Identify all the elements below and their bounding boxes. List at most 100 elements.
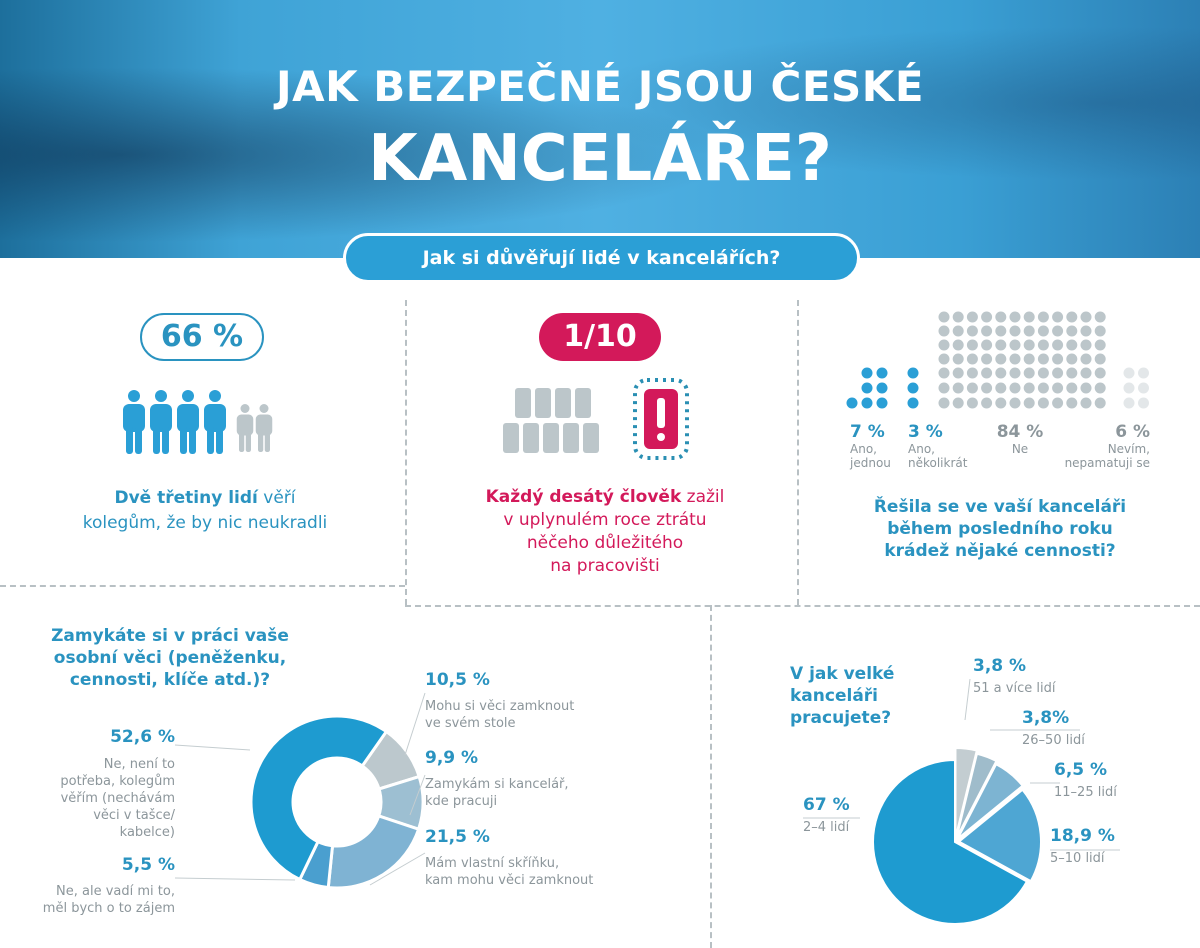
dot-mark [981,339,993,351]
leader-line [174,877,296,881]
donut-title: Zamykáte si v práci vaše osobní věci (pen… [30,625,310,691]
dot-mark [1052,353,1064,365]
dot-mark [1037,367,1049,379]
dot-cat-4: 6 % Nevím, nepamatuji se [1050,422,1150,470]
divider [710,605,712,948]
person-icon [204,390,226,454]
trust-text-line2: kolegům, že by nic neukradli [82,513,328,533]
dot-mark [1138,367,1149,379]
loss-stat-badge: 1/10 [539,313,661,361]
phone-icon [543,423,559,453]
dot-mark [1094,382,1106,394]
dot-mark [1009,367,1021,379]
donut-segment [297,839,335,890]
desc-line: Ne, ale vadí mi to, [56,884,175,899]
dot-cat-label: Ano, [850,442,877,456]
donut-desc-52: Ne, není to potřeba, kolegům věřím (necháv… [20,756,175,841]
pie-value: 67 % [803,795,850,815]
dot-mark [907,397,919,409]
dot-mark [861,382,873,394]
phone-icon [583,423,599,453]
desc-line: Ne, není to [103,757,175,772]
dot-mark [1037,397,1049,409]
desc-line: Zamykám si kancelář, [425,777,569,792]
divider [0,585,405,587]
dot-mark [981,353,993,365]
dot-mark [981,311,993,323]
person-icon [177,390,199,454]
dot-mark [952,311,964,323]
desc-line: ve svém stole [425,716,516,731]
dot-mark [1066,353,1078,365]
leader-line [404,692,426,756]
pie-slice [872,758,1029,925]
dot-mark [1123,397,1135,409]
dot-mark [1066,367,1078,379]
dot-cat-value: 6 % [1115,422,1150,442]
dot-cat-3: 84 % Ne [990,422,1050,456]
dot-mark [1009,339,1021,351]
donut-value: 5,5 % [121,855,175,875]
desc-line: věci v tašce/ [93,808,175,823]
person-icon [255,404,273,452]
dot-mark [1080,325,1092,337]
dot-mark [1080,311,1092,323]
donut-value: 52,6 % [110,727,175,747]
dot-mark [876,382,888,394]
dot-mark [995,325,1007,337]
dot-mark [995,339,1007,351]
dot-mark [938,397,950,409]
pie-label-11: 6,5 % 11–25 lidí [1054,760,1117,801]
desc-line: Mám vlastní skříňku, [425,856,560,871]
dot-mark [1094,339,1106,351]
pie-value: 6,5 % [1054,760,1108,780]
loss-text: Každý desátý člověk zažil v uplynulém roc… [420,486,790,578]
trust-text-rest: věří [257,488,296,508]
divider [797,300,799,605]
phone-icon [523,423,539,453]
dot-mark [995,382,1007,394]
exclamation-icon [657,398,665,428]
dot-mark [1066,397,1078,409]
desc-line: měl bych o to zájem [42,901,175,916]
desc-line: kam mohu věci zamknout [425,873,594,888]
dot-mark [966,311,978,323]
leader-line [174,744,251,751]
dot-mark [966,397,978,409]
dot-mark [1023,353,1035,365]
dot-mark [1080,367,1092,379]
donut-value: 21,5 % [425,827,490,847]
dot-mark [1023,311,1035,323]
divider [405,300,407,605]
dot-mark [952,382,964,394]
dot-mark [876,367,888,379]
trust-text: Dvě třetiny lidí věří kolegům, že by nic … [40,486,370,536]
dot-mark [1052,382,1064,394]
people-icon-group [123,390,273,454]
dot-mark [846,397,858,409]
title-line: osobní věci (peněženku, [53,648,287,668]
dot-cat-label: Ano, [908,442,935,456]
dot-mark [861,367,873,379]
dot-mark [938,325,950,337]
dot-mark [876,397,888,409]
dot-cat-2: 3 % Ano, několikrát [908,422,967,470]
loss-text-bold: Každý desátý člověk [485,487,682,507]
dot-mark [1052,325,1064,337]
trust-stat-badge: 66 % [140,313,264,361]
pie-slice [956,762,1024,840]
donut-label-10: 10,5 % Mohu si věci zamknout ve svém stole [425,670,574,732]
donut-desc-5: Ne, ale vadí mi to, měl bych o to zájem [10,883,175,917]
pie-desc: 26–50 lidí [1022,733,1085,748]
dot-mark [995,353,1007,365]
donut-label-21: 21,5 % Mám vlastní skříňku, kam mohu věci … [425,827,593,889]
dot-mark [1138,397,1149,409]
phone-icon [575,388,591,418]
dot-mark [861,397,873,409]
pie-label-5: 18,9 % 5–10 lidí [1050,826,1115,867]
person-icon [150,390,172,454]
dot-cat-label: Nevím, [1107,442,1150,456]
loss-text-rest: zažil [681,487,725,507]
dot-mark [1094,353,1106,365]
dot-mark [1037,353,1049,365]
